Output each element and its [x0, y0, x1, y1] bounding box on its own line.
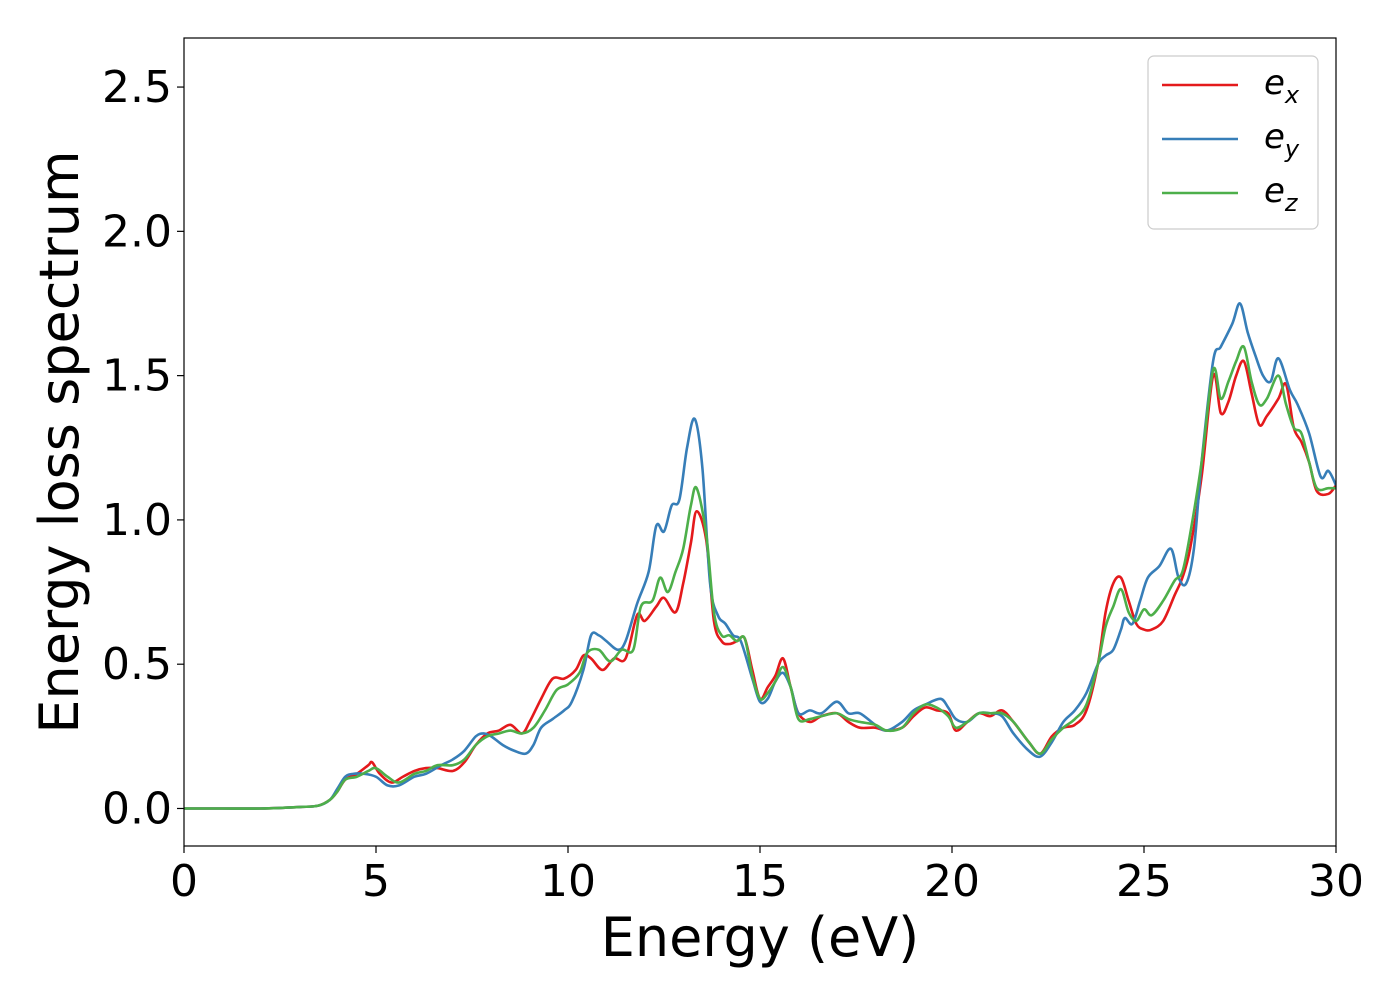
y-tick-label: 0.0: [102, 783, 172, 834]
y-axis-title: Energy loss spectrum: [28, 150, 91, 733]
series-line-z: [184, 344, 1336, 810]
y-tick-label: 2.0: [102, 206, 172, 257]
x-tick-label: 30: [1308, 856, 1364, 907]
x-tick-label: 10: [540, 856, 596, 907]
x-tick-label: 5: [362, 856, 390, 907]
series-layer: [184, 302, 1336, 810]
x-tick-label: 25: [1116, 856, 1172, 907]
legend-box: [1147, 55, 1319, 230]
y-tick-label: 1.0: [102, 495, 172, 546]
x-tick-label: 20: [924, 856, 980, 907]
y-tick-label: 2.5: [102, 62, 172, 113]
x-tick-label: 0: [170, 856, 198, 907]
x-axis-title: Energy (eV): [601, 906, 920, 969]
y-tick-label: 0.5: [102, 639, 172, 690]
y-tick-label: 1.5: [102, 351, 172, 402]
y-axis-ticks: 0.0 0.5 1.0 1.5 2.0 2.5: [102, 62, 184, 834]
x-tick-label: 15: [732, 856, 788, 907]
x-axis-ticks: 0 5 10 15 20 25 30: [170, 846, 1364, 907]
